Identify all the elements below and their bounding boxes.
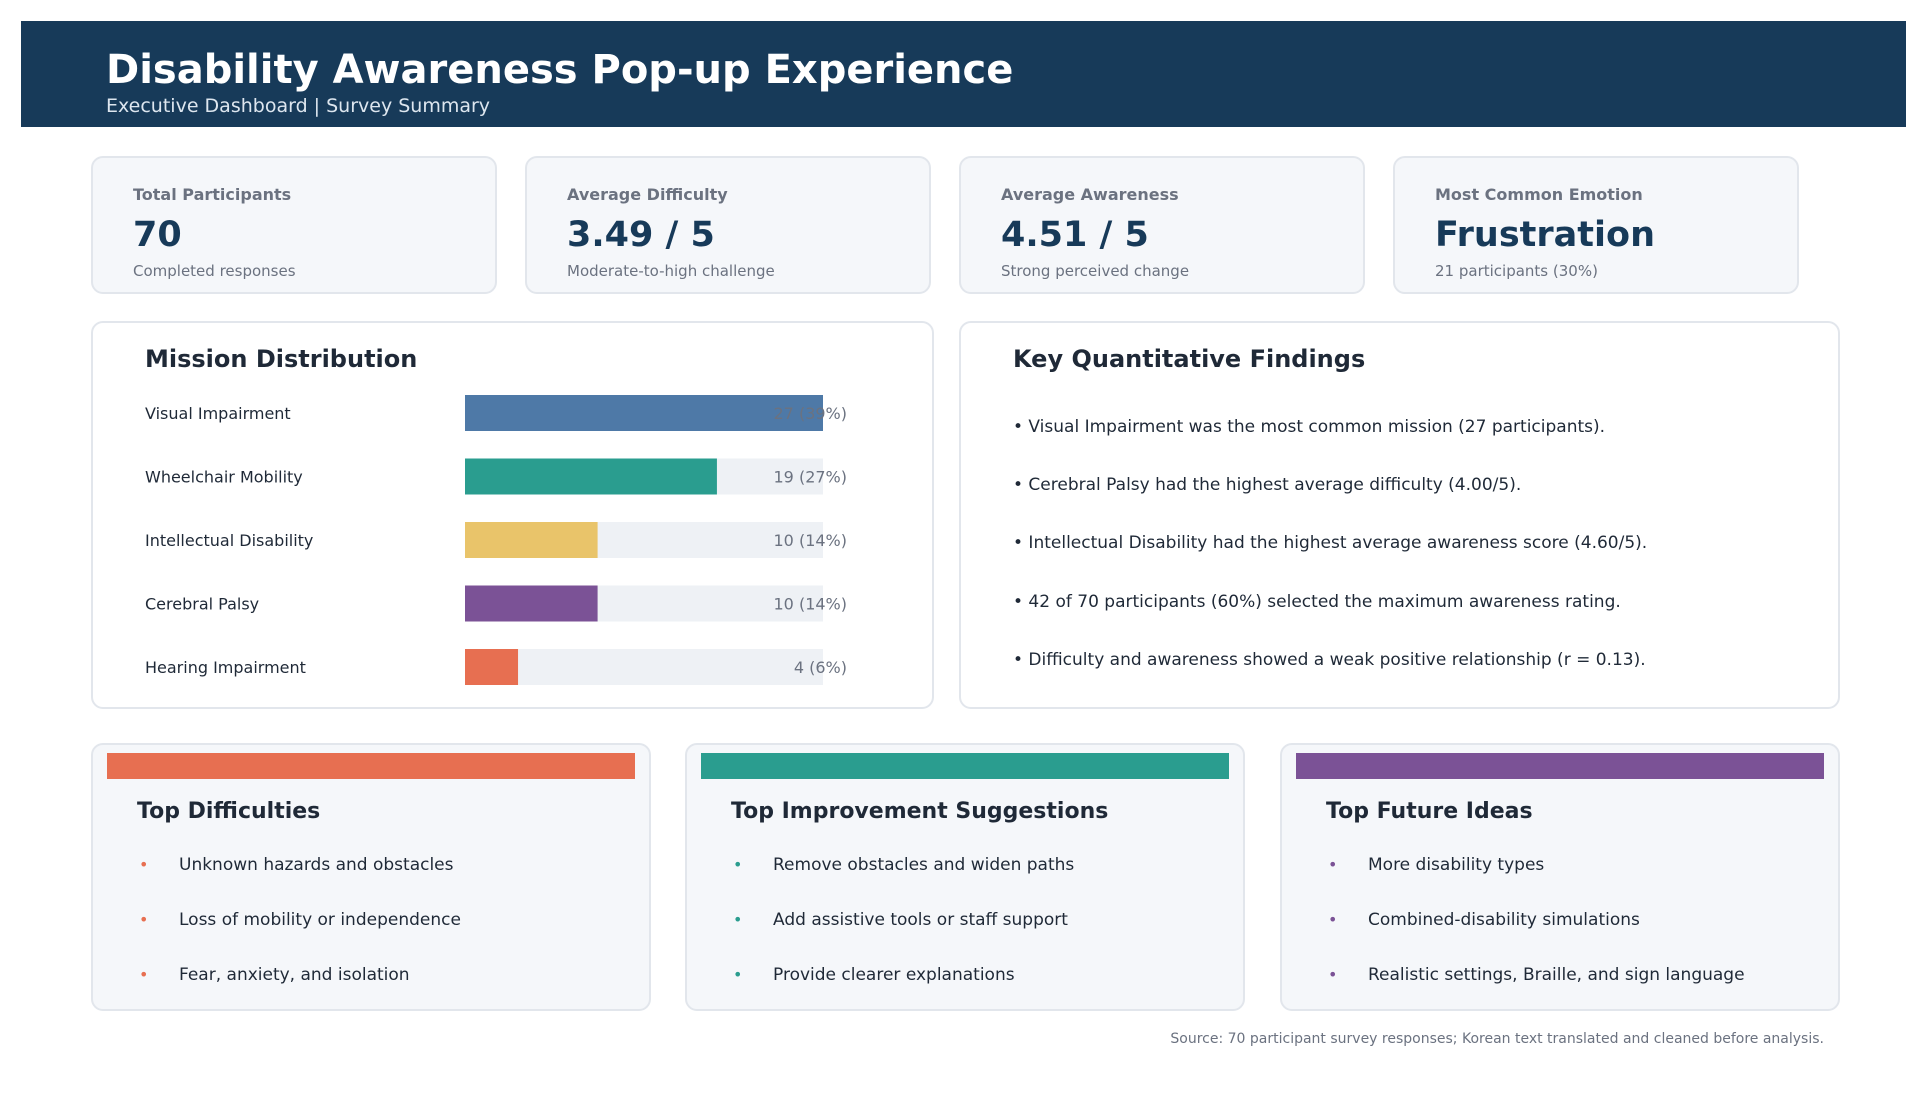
bar-value-label: 27 (39%) — [774, 404, 848, 423]
list-item-text: More disability types — [1368, 855, 1545, 875]
bullet-icon: • — [139, 965, 149, 984]
bullet-icon: • — [1328, 855, 1338, 874]
list-item: • More disability types — [1328, 855, 1544, 875]
card-top-future-ideas: Top Future Ideas • More disability types … — [1280, 743, 1840, 1011]
kpi-note: Moderate-to-high challenge — [567, 262, 775, 280]
kpi-value: Frustration — [1435, 215, 1655, 255]
kpi-label: Average Awareness — [1001, 185, 1179, 204]
bar — [465, 522, 598, 558]
key-findings-panel: Key Quantitative Findings • Visual Impai… — [959, 321, 1840, 709]
category-label: Wheelchair Mobility — [145, 468, 303, 487]
findings-title: Key Quantitative Findings — [1013, 345, 1366, 373]
kpi-label: Average Difficulty — [567, 185, 728, 204]
list-item: • Remove obstacles and widen paths — [733, 855, 1074, 875]
mission-distribution-chart: Visual Impairment 27 (39%) Wheelchair Mobi… — [145, 395, 848, 685]
bar-value-label: 4 (6%) — [794, 658, 847, 677]
page-title: Disability Awareness Pop-up Experience — [106, 47, 1014, 93]
list-item-text: Realistic settings, Braille, and sign la… — [1368, 965, 1745, 985]
list-item: • Fear, anxiety, and isolation — [139, 965, 410, 985]
bar-value-label: 10 (14%) — [774, 531, 848, 550]
dashboard-header: Disability Awareness Pop-up Experience E… — [21, 21, 1906, 127]
bar — [465, 395, 823, 431]
kpi-note: Completed responses — [133, 262, 296, 280]
bullet-icon: • — [139, 910, 149, 929]
list-item-text: Fear, anxiety, and isolation — [179, 965, 410, 985]
category-label: Visual Impairment — [145, 404, 291, 423]
category-label: Hearing Impairment — [145, 658, 306, 677]
list-item: • Unknown hazards and obstacles — [139, 855, 454, 875]
bar-value-label: 10 (14%) — [774, 595, 848, 614]
kpi-most-common-emotion: Most Common Emotion Frustration 21 parti… — [1393, 156, 1799, 294]
kpi-note: 21 participants (30%) — [1435, 262, 1598, 280]
card-top-difficulties: Top Difficulties • Unknown hazards and ob… — [91, 743, 651, 1011]
list-item: • Combined-disability simulations — [1328, 910, 1640, 930]
kpi-value: 70 — [133, 215, 182, 255]
mission-distribution-panel: Mission Distribution Visual Impairment 27… — [91, 321, 934, 709]
list-item-text: Combined-disability simulations — [1368, 910, 1640, 930]
source-note: Source: 70 participant survey responses;… — [1170, 1031, 1824, 1047]
card-title: Top Difficulties — [137, 799, 321, 824]
bullet-icon: • — [1328, 965, 1338, 984]
bar — [465, 458, 717, 495]
list-item: • Provide clearer explanations — [733, 965, 1015, 985]
finding-item: • Difficulty and awareness showed a weak… — [1013, 650, 1646, 670]
bullet-icon: • — [733, 965, 743, 984]
list-item: • Realistic settings, Braille, and sign l… — [1328, 965, 1745, 985]
list-item: • Add assistive tools or staff support — [733, 910, 1068, 930]
page-subtitle: Executive Dashboard | Survey Summary — [106, 95, 491, 117]
card-top-improvement-suggestions: Top Improvement Suggestions • Remove obst… — [685, 743, 1245, 1011]
bar-track — [465, 649, 823, 685]
kpi-value: 4.51 / 5 — [1001, 215, 1149, 255]
bar — [465, 649, 519, 685]
card-accent-bar — [107, 753, 635, 779]
kpi-value: 3.49 / 5 — [567, 215, 715, 255]
bullet-icon: • — [733, 910, 743, 929]
list-item-text: Add assistive tools or staff support — [773, 910, 1068, 930]
list-item: • Loss of mobility or independence — [139, 910, 461, 930]
bullet-icon: • — [1328, 910, 1338, 929]
kpi-total-participants: Total Participants 70 Completed response… — [91, 156, 497, 294]
category-label: Cerebral Palsy — [145, 595, 259, 614]
kpi-average-difficulty: Average Difficulty 3.49 / 5 Moderate-to-… — [525, 156, 931, 294]
finding-item: • 42 of 70 participants (60%) selected t… — [1013, 592, 1621, 612]
kpi-note: Strong perceived change — [1001, 262, 1190, 280]
chart-title: Mission Distribution — [145, 345, 418, 373]
card-accent-bar — [1296, 753, 1824, 779]
kpi-label: Most Common Emotion — [1435, 185, 1643, 204]
category-label: Intellectual Disability — [145, 531, 313, 550]
card-title: Top Improvement Suggestions — [731, 799, 1109, 824]
bullet-icon: • — [733, 855, 743, 874]
finding-item: • Cerebral Palsy had the highest average… — [1013, 475, 1522, 495]
kpi-label: Total Participants — [133, 185, 292, 204]
bar-value-label: 19 (27%) — [774, 468, 848, 487]
list-item-text: Remove obstacles and widen paths — [773, 855, 1075, 875]
list-item-text: Unknown hazards and obstacles — [179, 855, 454, 875]
card-accent-bar — [701, 753, 1229, 779]
finding-item: • Visual Impairment was the most common … — [1013, 417, 1606, 437]
kpi-average-awareness: Average Awareness 4.51 / 5 Strong percei… — [959, 156, 1365, 294]
bullet-icon: • — [139, 855, 149, 874]
bar — [465, 585, 598, 622]
list-item-text: Provide clearer explanations — [773, 965, 1015, 985]
card-title: Top Future Ideas — [1326, 799, 1533, 824]
finding-item: • Intellectual Disability had the highes… — [1013, 533, 1648, 553]
list-item-text: Loss of mobility or independence — [179, 910, 461, 930]
